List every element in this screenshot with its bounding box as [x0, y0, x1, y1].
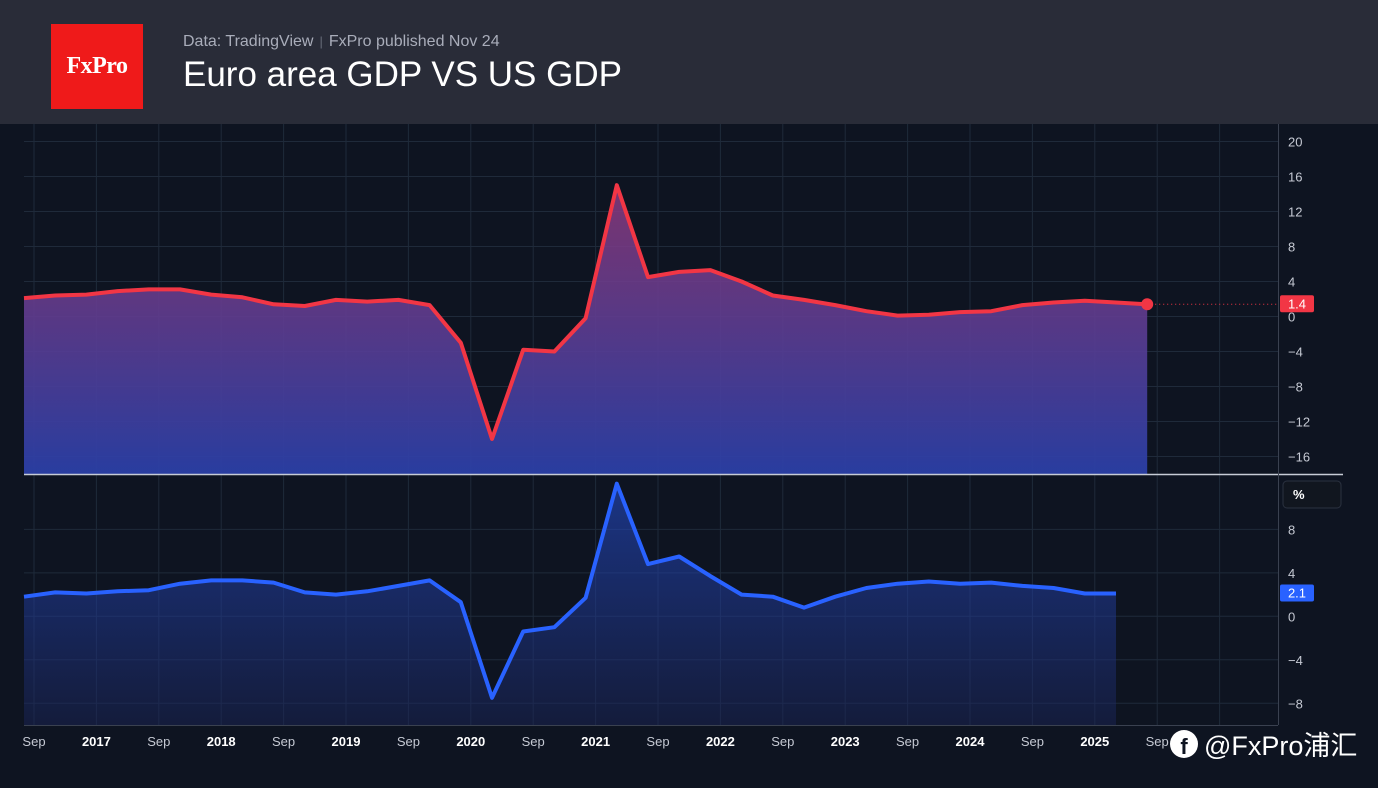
x-tick-label: Sep [646, 734, 669, 749]
x-tick-label: Sep [272, 734, 295, 749]
fxpro-logo: FxPro [51, 24, 143, 109]
facebook-icon: f [1170, 729, 1198, 758]
y-tick-label: 16 [1288, 170, 1302, 185]
y-tick-label: 4 [1288, 275, 1295, 290]
y-tick-label: −4 [1288, 653, 1303, 668]
page-title: Euro area GDP VS US GDP [183, 55, 622, 94]
y-tick-label: −12 [1288, 415, 1310, 430]
x-tick-label: Sep [771, 734, 794, 749]
y-tick-label: −4 [1288, 345, 1303, 360]
y-tick-label: 12 [1288, 205, 1302, 220]
x-tick-label: Sep [1021, 734, 1044, 749]
euro-last-value-badge [1280, 295, 1314, 313]
y-tick-label: 0 [1288, 310, 1295, 325]
x-tick-label: Sep [1146, 734, 1169, 749]
y-tick-label: 4 [1288, 566, 1295, 581]
us-last-value-badge [1280, 584, 1314, 602]
logo-text: FxPro [66, 53, 128, 79]
us-area-fill [24, 483, 1116, 725]
us-gdp-line [23, 481, 1116, 700]
y-tick-label: 0 [1288, 609, 1295, 624]
x-tick-label: 2019 [332, 734, 361, 749]
x-tick-label: 2024 [956, 734, 986, 749]
x-tick-label: 2023 [831, 734, 860, 749]
x-tick-label: 2020 [456, 734, 485, 749]
area-layer [24, 185, 1148, 725]
header: FxPro Data: TradingView | FxPro published … [0, 0, 1378, 124]
x-tick-label: 2022 [706, 734, 735, 749]
last-value-label: 1.4 [1288, 296, 1306, 311]
last-value-label: 2.1 [1288, 585, 1306, 600]
x-tick-label: 2018 [207, 734, 236, 749]
axis-layer: 20 16 12 8 4 0 −4 −8 −12 −16 1.4 8 4 0 −4 −8 2.1% Sep 2017… [22, 124, 1343, 749]
y-tick-label: 8 [1288, 522, 1295, 537]
last-value-dot [1141, 298, 1154, 311]
y-tick-label: −16 [1288, 450, 1310, 465]
unit-label: % [1293, 487, 1305, 502]
x-tick-label: Sep [22, 734, 45, 749]
x-tick-label: Sep [896, 734, 919, 749]
y-tick-label: 8 [1288, 240, 1295, 255]
x-tick-label: Sep [397, 734, 420, 749]
euro-area-fill [24, 185, 1148, 474]
separator: | [319, 34, 323, 49]
data-source: Data: TradingView [183, 33, 314, 50]
publisher-info: FxPro published Nov 24 [328, 33, 500, 50]
watermark: f @FxPro浦汇 [1170, 724, 1357, 763]
subtitle: Data: TradingView | FxPro published Nov 24 [183, 33, 500, 51]
x-tick-label: Sep [522, 734, 545, 749]
gdp-chart[interactable]: 20 16 12 8 4 0 −4 −8 −12 −16 1.4 8 4 0 −4 −8 2.1% Sep 2017… [0, 124, 1378, 788]
line-layer [23, 183, 1278, 700]
y-tick-label: −8 [1288, 696, 1303, 711]
x-tick-label: 2025 [1080, 734, 1109, 749]
y-tick-label: 20 [1288, 135, 1302, 150]
x-tick-label: Sep [147, 734, 170, 749]
y-tick-label: −8 [1288, 380, 1303, 395]
x-tick-label: 2017 [82, 734, 111, 749]
x-tick-label: 2021 [581, 734, 610, 749]
watermark-text: @FxPro浦汇 [1204, 731, 1358, 761]
unit-badge [1282, 480, 1342, 509]
